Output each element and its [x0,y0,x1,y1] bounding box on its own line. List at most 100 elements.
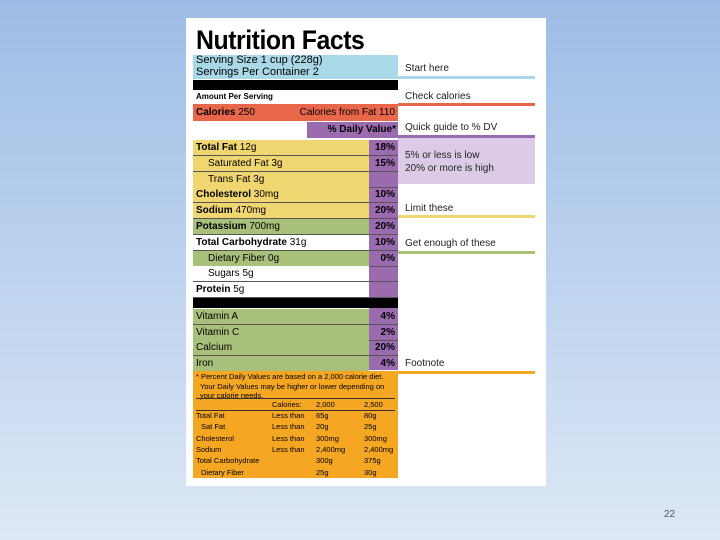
table-limit: Less than [272,411,305,420]
nutrient-amount: 31g [289,236,307,248]
divider [193,80,398,90]
page-number: 22 [664,509,676,520]
nutrient-text: Sodium 470mg [196,203,266,218]
row-rule [193,370,398,372]
row-rule [193,218,398,219]
calories-value: 250 [238,107,255,118]
nutrient-text: Total Fat 12g [196,140,256,155]
amount-per-serving: Amount Per Serving [196,92,273,101]
nutrient-dv: 20% [374,205,395,217]
nutrient-amount: 12g [239,142,257,153]
annotation-line [398,371,535,374]
nutrient-row [193,155,369,171]
row-rule [193,324,398,325]
table-header: Calories: [272,400,302,409]
row-rule [193,170,398,172]
nutrient-amount: 700mg [249,221,280,232]
dv-column [369,140,398,370]
nutrient-dv: 15% [374,157,395,169]
vitamin-dv: 20% [374,342,395,353]
footnote-rule [196,398,395,399]
table-value: 2,400mg [364,444,394,454]
daily-value-header: % Daily Value* [327,124,396,135]
table-value: 375g [364,456,381,466]
nutrient-amount: 470mg [235,205,267,217]
table-value: 25g [364,422,377,432]
annotation: Quick guide to % DV [405,122,498,133]
annotation: Check calories [405,91,471,102]
annotation: Footnote [405,358,445,369]
annotation-line [398,103,535,106]
servings: Servings Per Container 2 [196,66,319,78]
row-rule [193,202,398,204]
table-value: 30g [364,467,377,477]
table-limit: Less than [272,444,305,454]
footnote-line: Your Daily Values may be higher or lower… [200,381,385,391]
footnote-section [193,371,398,478]
table-name: Total Carbohydrate [196,456,260,466]
annotation: 5% or less is low [405,150,480,161]
table-value: 300mg [316,433,339,443]
vitamin-dv: 2% [380,326,395,338]
nutrient-text: Cholesterol 30mg [196,187,279,202]
table-header: 2,500 [364,400,383,409]
calories-label: Calories [196,107,236,118]
nutrient-row [193,219,369,234]
nutrient-name: Sugars [208,268,240,280]
annotation-line [398,251,535,254]
nutrient-amount: 5g [242,268,254,280]
serving-size: Serving Size 1 cup (228g) [196,54,323,66]
vitamin-row [193,309,369,324]
vitamin-dv: 4% [380,311,395,322]
table-limit: Less than [272,433,305,443]
table-value: 2,400mg [316,444,346,454]
nutrient-row [193,203,369,219]
nutrient-dv: 18% [374,142,395,153]
vitamin-dv: 4% [380,357,395,369]
vitamin-name: Vitamin C [196,326,240,338]
annotation: 20% or more is high [405,163,494,174]
footnote-line: your calorie needs. [200,391,264,400]
annotation: Start here [405,63,449,74]
row-rule [193,234,398,235]
nutrient-name: Dietary Fiber [208,252,266,264]
table-limit: Less than [272,422,305,432]
nutrient-row [193,282,369,298]
row-rule [193,297,398,298]
nutrient-row [193,266,369,282]
serving-section [193,55,398,79]
table-name: Dietary Fiber [201,467,244,477]
table-value: 25g [316,467,329,477]
nutrient-name: Saturated Fat [208,157,269,169]
nutrient-amount: 5g [233,284,245,296]
table-header: 2,000 [316,400,335,409]
vitamin-row [193,340,369,355]
table-name: Sat Fat [201,422,226,432]
annotation: Get enough of these [405,238,496,249]
row-rule [193,281,398,283]
table-value: 300mg [364,433,387,443]
footnote-line: * Percent Daily Values are based on a 2,… [196,372,384,381]
table-rule [196,410,395,411]
nutrient-row [193,187,369,203]
nutrient-text: Protein 5g [196,282,244,297]
nutrient-row [193,250,369,266]
vitamin-name: Iron [196,357,214,369]
nutrient-amount: 0g [268,252,280,264]
table-name: Sodium [196,444,222,454]
table-value: 80g [364,411,377,420]
divider [193,298,398,308]
nutrient-text: Saturated Fat 3g [208,156,283,171]
nutrient-name: Protein [196,284,231,296]
nutrient-row [193,140,369,155]
nutrient-name: Cholesterol [196,189,252,201]
dv-header [307,122,398,138]
nutrient-row [193,234,369,250]
nutrient-text: Potassium 700mg [196,219,280,234]
row-rule [193,339,398,341]
nutrient-name: Trans Fat [208,173,251,185]
vitamin-row [193,355,369,371]
calories-row-text: Calories 250 [196,104,255,121]
nutrient-name: Total Fat [196,142,237,153]
